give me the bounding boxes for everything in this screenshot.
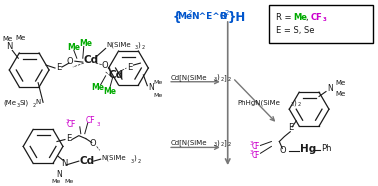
Text: Me: Me <box>177 12 192 21</box>
Text: 2: 2 <box>297 102 301 107</box>
Text: 3: 3 <box>214 77 217 82</box>
Text: E: E <box>66 134 71 143</box>
Text: ): ) <box>137 41 140 48</box>
Text: Hg: Hg <box>300 144 316 154</box>
Text: O: O <box>280 146 287 155</box>
Text: PhHgN(SiMe: PhHgN(SiMe <box>238 99 280 106</box>
Text: 2: 2 <box>188 10 192 16</box>
Text: 2: 2 <box>228 77 231 82</box>
Text: ): ) <box>217 74 220 80</box>
Text: N(SiMe: N(SiMe <box>102 155 126 161</box>
Text: Me: Me <box>293 13 307 22</box>
Text: N^E^O: N^E^O <box>191 12 228 21</box>
Text: Cd[N(SiMe: Cd[N(SiMe <box>170 140 207 146</box>
Text: N: N <box>148 83 154 92</box>
Text: Me: Me <box>103 87 116 96</box>
Text: F: F <box>254 142 259 151</box>
Text: Ph: Ph <box>321 144 332 153</box>
Text: 3: 3 <box>214 142 217 147</box>
Text: N: N <box>35 99 40 105</box>
Text: Cd[N(SiMe: Cd[N(SiMe <box>170 74 207 81</box>
Text: ,: , <box>306 13 311 22</box>
Text: E = S, Se: E = S, Se <box>276 26 315 35</box>
Text: ): ) <box>217 140 220 146</box>
Text: E: E <box>288 123 293 132</box>
Text: ]: ] <box>224 74 226 81</box>
Text: F: F <box>70 120 75 129</box>
Text: F: F <box>254 151 259 160</box>
Text: C: C <box>67 120 72 129</box>
Text: 2: 2 <box>221 142 224 147</box>
Text: N(SiMe: N(SiMe <box>107 41 131 48</box>
Text: Me: Me <box>153 93 163 98</box>
Text: {: { <box>172 11 181 24</box>
Text: N: N <box>6 42 13 51</box>
Text: R: R <box>219 12 226 21</box>
Text: CF: CF <box>311 13 323 22</box>
Text: Me: Me <box>2 36 12 42</box>
Text: 2: 2 <box>32 103 35 108</box>
FancyBboxPatch shape <box>270 5 373 43</box>
Text: O: O <box>90 139 96 148</box>
Text: 3: 3 <box>249 150 253 155</box>
Text: 3: 3 <box>130 159 133 164</box>
Text: Me: Me <box>79 39 92 48</box>
Text: Si): Si) <box>19 99 28 106</box>
Text: C: C <box>251 151 257 160</box>
Text: ]: ] <box>224 140 226 146</box>
Text: 3: 3 <box>290 102 293 107</box>
Text: Me: Me <box>153 80 163 85</box>
Text: 3: 3 <box>66 119 70 124</box>
Text: }H: }H <box>228 11 246 24</box>
Text: 2: 2 <box>225 10 229 16</box>
Text: ): ) <box>293 99 296 106</box>
Text: O: O <box>101 61 108 70</box>
Text: 2: 2 <box>228 142 231 147</box>
Text: 3: 3 <box>16 103 19 108</box>
Text: Me: Me <box>51 179 60 184</box>
Text: Me: Me <box>64 179 73 184</box>
Text: Cd: Cd <box>108 70 124 80</box>
Text: 2: 2 <box>221 77 224 82</box>
Text: Me: Me <box>15 35 26 41</box>
Text: Me: Me <box>91 83 104 92</box>
Text: 3: 3 <box>323 17 327 22</box>
Text: O: O <box>67 57 73 66</box>
Text: E: E <box>127 62 133 72</box>
Text: Me: Me <box>67 43 81 52</box>
Text: C: C <box>251 142 257 151</box>
Text: Cd: Cd <box>80 156 95 166</box>
Text: ): ) <box>133 155 136 161</box>
Text: Me: Me <box>335 80 345 86</box>
Text: (Me: (Me <box>3 99 16 106</box>
Text: R =: R = <box>276 13 294 22</box>
Text: E: E <box>56 62 61 72</box>
Text: 3: 3 <box>97 122 100 127</box>
Text: Cd: Cd <box>84 55 99 65</box>
Text: 3: 3 <box>135 45 138 50</box>
Text: 2: 2 <box>141 45 144 50</box>
Text: Me: Me <box>335 92 345 97</box>
Text: CF: CF <box>86 116 95 125</box>
Text: N: N <box>61 159 67 168</box>
Text: 2: 2 <box>137 159 141 164</box>
Text: N: N <box>56 170 62 179</box>
Text: 3: 3 <box>249 141 253 146</box>
Text: N: N <box>327 84 333 93</box>
